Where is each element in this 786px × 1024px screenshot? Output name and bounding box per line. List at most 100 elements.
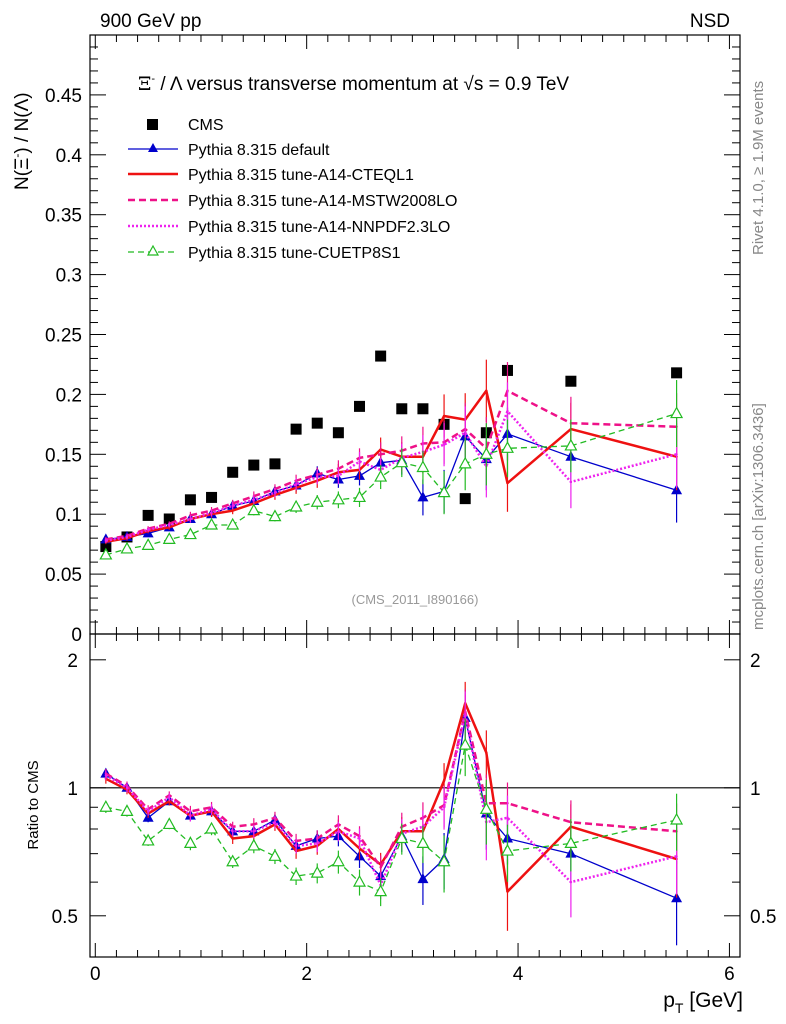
ratio-point-cteql1 <box>442 779 446 782</box>
main-line-mstw <box>105 389 677 541</box>
ratio-point-default <box>417 873 429 884</box>
ratio-x-ticks: 0 2 4 6 <box>90 634 735 985</box>
x-axis-label-sub: T <box>675 1000 684 1016</box>
ratio-point-cuetp8s1 <box>395 831 409 844</box>
main-point-cms <box>354 400 366 412</box>
main-y-tick-label: 0.15 <box>45 445 82 466</box>
main-point-cteql1 <box>442 414 446 418</box>
main-y-tick-label: 0.3 <box>56 266 82 287</box>
main-series-layer <box>99 350 684 560</box>
ratio-point-cuetp8s1 <box>500 843 514 856</box>
ratio-point-nnpdf <box>231 830 234 833</box>
main-point-cms <box>459 493 471 505</box>
main-y-label-n2: ) / N(Λ) <box>12 92 33 153</box>
main-y-tick-label: 0 <box>71 625 82 646</box>
ratio-point-cuetp8s1 <box>352 874 367 887</box>
legend-label-cuetp8s1: Pythia 8.315 tune-CUETP8S1 <box>188 245 401 262</box>
ratio-frame <box>89 633 741 958</box>
main-y-tick-label: 0.35 <box>45 206 82 227</box>
main-y-tick-label: 0.1 <box>56 505 82 526</box>
main-y-ticks: 0 0.05 0.1 0.15 0.2 0.25 0.3 0.35 0.4 0.45 <box>45 46 740 646</box>
ratio-point-cuetp8s1 <box>437 854 451 867</box>
main-line-cuetp8s1 <box>105 412 677 556</box>
ratio-point-cuetp8s1 <box>310 865 324 878</box>
main-point-cms <box>375 350 387 362</box>
x-tick-label: 6 <box>724 964 735 985</box>
main-point-cuetp8s1 <box>289 499 303 512</box>
main-point-cms <box>332 427 344 439</box>
chart-title: Ξ- / Λ versus transverse momentum at √s … <box>138 73 569 95</box>
ratio-series-default <box>100 694 683 946</box>
main-point-cms <box>396 403 408 415</box>
mcplots-label: mcplots.cern.ch [arXiv:1306.3436] <box>750 403 767 630</box>
ratio-point-nnpdf <box>125 786 129 790</box>
ratio-y-tick-label-right: 0.5 <box>750 907 776 928</box>
main-point-cteql1 <box>231 509 234 512</box>
main-point-cuetp8s1 <box>670 406 684 419</box>
main-point-cuetp8s1 <box>331 492 345 505</box>
ratio-point-cuetp8s1 <box>247 838 261 851</box>
ratio-point-nnpdf <box>337 830 340 833</box>
ratio-series-layer <box>99 681 684 946</box>
legend-entry-nnpdf: Pythia 8.315 tune-A14-NNPDF2.3LO <box>128 219 450 236</box>
ratio-point-nnpdf <box>569 880 573 884</box>
main-point-cuetp8s1 <box>458 456 472 469</box>
ratio-point-cuetp8s1 <box>268 849 282 861</box>
main-y-label-n1: N(Ξ <box>12 158 33 190</box>
ratio-series-cuetp8s1 <box>99 718 684 907</box>
main-point-cuetp8s1 <box>416 460 430 473</box>
ratio-point-cuetp8s1 <box>374 884 388 897</box>
ratio-point-nnpdf <box>294 844 298 848</box>
main-panel: 00.050.10.150.20.250.30.350.40.45 N(Ξ-) … <box>10 34 741 646</box>
main-point-cuetp8s1 <box>247 503 261 516</box>
main-point-cms <box>290 423 302 435</box>
ratio-point-cuetp8s1 <box>458 737 472 750</box>
main-point-cms <box>163 513 175 525</box>
main-y-tick-label: 0.25 <box>45 326 82 347</box>
main-line-default <box>105 433 677 541</box>
ratio-point-nnpdf <box>252 830 256 833</box>
main-point-cms <box>206 491 218 503</box>
main-point-nnpdf <box>294 483 298 486</box>
main-point-cms <box>671 367 683 379</box>
main-point-cuetp8s1 <box>268 509 282 522</box>
legend-marker-default <box>148 143 158 152</box>
main-point-cms <box>269 458 281 470</box>
main-y-label: N(Ξ-) / N(Λ) <box>10 92 33 190</box>
chart-title-sqrt: √ <box>463 74 474 95</box>
main-series-cuetp8s1 <box>99 380 684 560</box>
ratio-y-tick-label-right: 2 <box>750 651 761 672</box>
ratio-point-mstw <box>379 866 382 869</box>
main-point-nnpdf <box>273 491 277 494</box>
ratio-line-cuetp8s1 <box>105 744 677 893</box>
x-tick-label: 2 <box>301 964 312 985</box>
main-point-cms <box>100 541 112 553</box>
legend-label-default: Pythia 8.315 default <box>188 142 330 159</box>
main-point-cuetp8s1 <box>310 494 324 507</box>
main-point-cms <box>184 494 196 506</box>
main-point-nnpdf <box>442 443 446 446</box>
legend-marker-cms <box>147 119 158 130</box>
legend-entry-mstw: Pythia 8.315 tune-A14-MSTW2008LO <box>128 193 457 210</box>
main-point-cuetp8s1 <box>141 538 155 550</box>
header-right-label: NSD <box>690 11 730 32</box>
main-point-nnpdf <box>252 498 256 502</box>
main-point-cteql1 <box>485 389 488 393</box>
main-point-cms <box>417 403 429 415</box>
main-point-cms <box>227 466 239 478</box>
main-point-cuetp8s1 <box>374 469 388 482</box>
main-point-nnpdf <box>337 474 340 478</box>
ratio-point-cuetp8s1 <box>416 836 430 849</box>
main-point-default <box>417 491 429 502</box>
ratio-point-cuetp8s1 <box>479 802 493 814</box>
main-point-cuetp8s1 <box>564 438 578 451</box>
ratio-point-cuetp8s1 <box>289 868 303 881</box>
main-y-tick-label: 0.05 <box>45 565 82 586</box>
ratio-point-nnpdf <box>189 814 192 817</box>
main-point-cms <box>565 375 577 387</box>
main-point-cuetp8s1 <box>120 541 134 554</box>
main-point-cuetp8s1 <box>183 527 197 540</box>
main-point-cuetp8s1 <box>352 490 367 503</box>
ratio-point-cuetp8s1 <box>205 821 219 834</box>
ratio-point-nnpdf <box>675 855 678 858</box>
